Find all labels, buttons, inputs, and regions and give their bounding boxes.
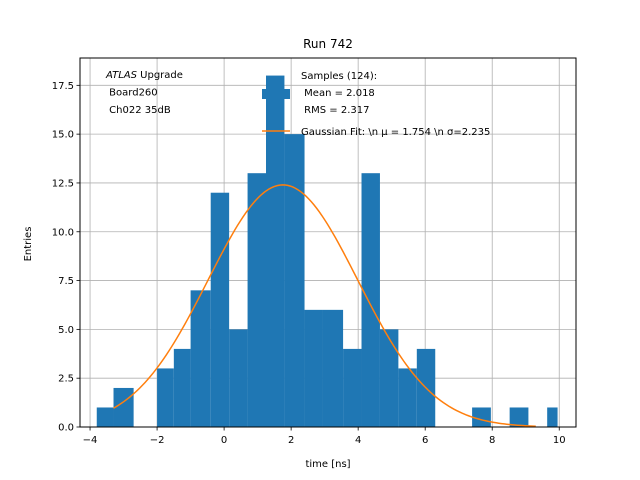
- histogram-bar: [547, 407, 558, 427]
- y-axis-ticks: 0.0 2.5 5.0 7.5 10.0 12.5 15.0 17.5: [52, 81, 80, 434]
- histogram-bar: [210, 192, 230, 427]
- x-tick-label: 4: [355, 435, 361, 446]
- histogram-bar: [379, 329, 399, 427]
- histogram-bars: [96, 75, 558, 428]
- legend-rms-line: RMS = 2.317: [301, 105, 369, 116]
- y-tick-label: 7.5: [58, 276, 74, 287]
- histogram-bar: [96, 407, 114, 427]
- histogram-bar: [322, 309, 344, 427]
- legend-histogram-swatch: [262, 89, 290, 99]
- plot-frame: [79, 57, 577, 428]
- histogram-bar: [247, 173, 266, 427]
- chart-title: Run 742: [303, 37, 353, 51]
- legend: Samples (124): Mean = 2.018 RMS = 2.317 …: [262, 71, 490, 138]
- histogram-bar: [398, 368, 417, 427]
- x-axis-label: time [ns]: [305, 459, 350, 470]
- y-tick-label: 5.0: [58, 325, 74, 336]
- x-axis-ticks: −4 −2 0 2 4 6 8 10: [83, 427, 566, 446]
- y-tick-label: 10.0: [52, 227, 74, 238]
- x-tick-label: 8: [489, 435, 495, 446]
- y-tick-label: 0.0: [58, 423, 74, 434]
- gaussian-fit: [113, 184, 536, 427]
- histogram-bar: [190, 290, 211, 427]
- annotation-board-line: Board260: [106, 88, 158, 99]
- x-tick-label: 0: [221, 435, 227, 446]
- x-tick-label: 10: [553, 435, 566, 446]
- x-tick-label: 6: [422, 435, 428, 446]
- y-tick-label: 15.0: [52, 130, 74, 141]
- x-tick-label: 2: [288, 435, 294, 446]
- histogram-bar: [266, 75, 285, 428]
- histogram-bar: [343, 348, 362, 427]
- histogram-bar: [509, 407, 529, 427]
- y-tick-label: 17.5: [52, 81, 74, 92]
- histogram-bar: [472, 407, 491, 427]
- histogram-bar: [284, 134, 305, 427]
- legend-samples-line: Samples (124):: [301, 71, 377, 82]
- y-tick-label: 12.5: [52, 178, 74, 189]
- x-tick-label: −4: [83, 435, 98, 446]
- annotation-atlas-line: ATLAS Upgrade: [105, 70, 183, 81]
- annotation-channel-line: Ch022 35dB: [106, 105, 171, 116]
- histogram-bar: [157, 368, 174, 427]
- legend-fit-label: Gaussian Fit: \n μ = 1.754 \n σ=2.235: [301, 127, 490, 138]
- x-tick-label: −2: [150, 435, 165, 446]
- y-axis-label: Entries: [23, 227, 34, 262]
- legend-mean-line: Mean = 2.018: [301, 88, 375, 99]
- histogram-bar: [113, 387, 134, 427]
- histogram-bar: [304, 309, 323, 427]
- gaussian-fit-line: [113, 184, 536, 427]
- atlas-annotation: ATLAS Upgrade Board260 Ch022 35dB: [105, 70, 183, 116]
- histogram-bar: [361, 173, 380, 427]
- y-tick-label: 2.5: [58, 374, 74, 385]
- histogram-bar: [229, 329, 248, 427]
- histogram-bar: [173, 348, 191, 427]
